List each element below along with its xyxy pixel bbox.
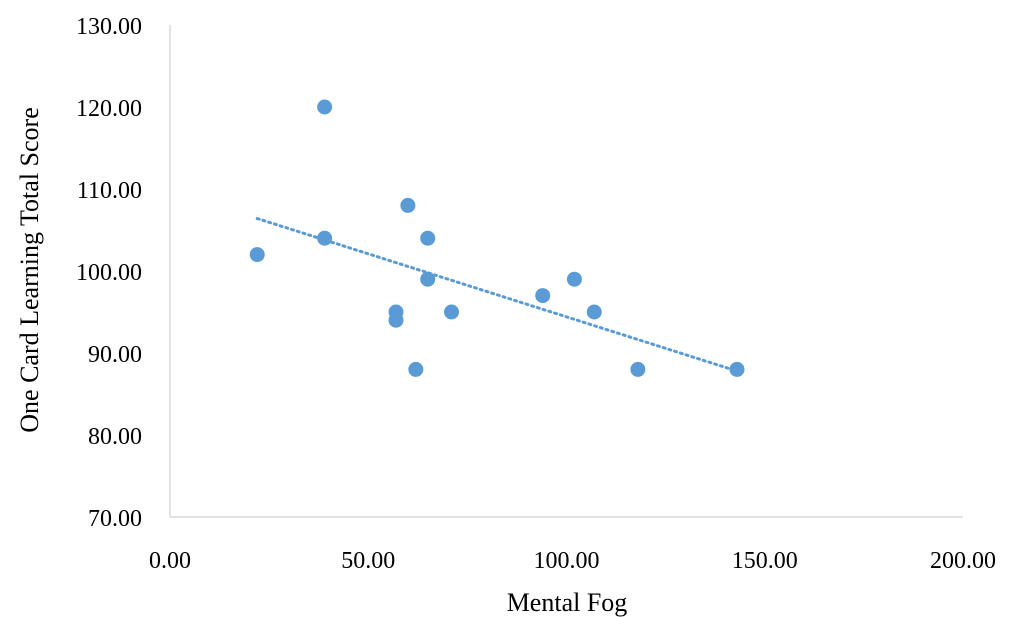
x-tick-label: 50.00 bbox=[341, 548, 395, 574]
data-point bbox=[586, 304, 602, 320]
data-point bbox=[630, 361, 646, 377]
y-tick-label: 70.00 bbox=[88, 506, 142, 532]
data-point bbox=[400, 197, 416, 213]
x-tick-label: 200.00 bbox=[930, 548, 996, 574]
x-tick-label: 150.00 bbox=[732, 548, 798, 574]
data-point bbox=[388, 312, 404, 328]
data-point bbox=[408, 361, 424, 377]
data-point bbox=[420, 230, 436, 246]
trendline bbox=[255, 217, 739, 373]
y-tick-label: 130.00 bbox=[76, 14, 142, 40]
y-tick-label: 120.00 bbox=[76, 96, 142, 122]
x-tick-label: 0.00 bbox=[149, 548, 191, 574]
y-tick-label: 110.00 bbox=[77, 178, 142, 204]
data-points bbox=[249, 99, 745, 377]
y-axis-title: One Card Learning Total Score bbox=[15, 107, 44, 432]
data-point bbox=[729, 361, 745, 377]
x-tick-labels: 0.00 50.00 100.00 150.00 200.00 bbox=[149, 548, 996, 574]
data-point bbox=[420, 271, 436, 287]
data-point bbox=[535, 288, 551, 304]
x-axis-title: Mental Fog bbox=[507, 588, 628, 617]
y-tick-label: 90.00 bbox=[88, 342, 142, 368]
x-tick-label: 100.00 bbox=[534, 548, 600, 574]
axes bbox=[169, 25, 963, 518]
trendline-group bbox=[255, 217, 739, 373]
data-point bbox=[317, 99, 333, 115]
data-point bbox=[566, 271, 582, 287]
data-point bbox=[317, 230, 333, 246]
y-tick-labels: 70.00 80.00 90.00 100.00 110.00 120.00 130.00 bbox=[76, 14, 142, 532]
y-tick-label: 80.00 bbox=[88, 424, 142, 450]
data-point bbox=[444, 304, 460, 320]
y-tick-label: 100.00 bbox=[76, 260, 142, 286]
data-point bbox=[249, 247, 265, 263]
